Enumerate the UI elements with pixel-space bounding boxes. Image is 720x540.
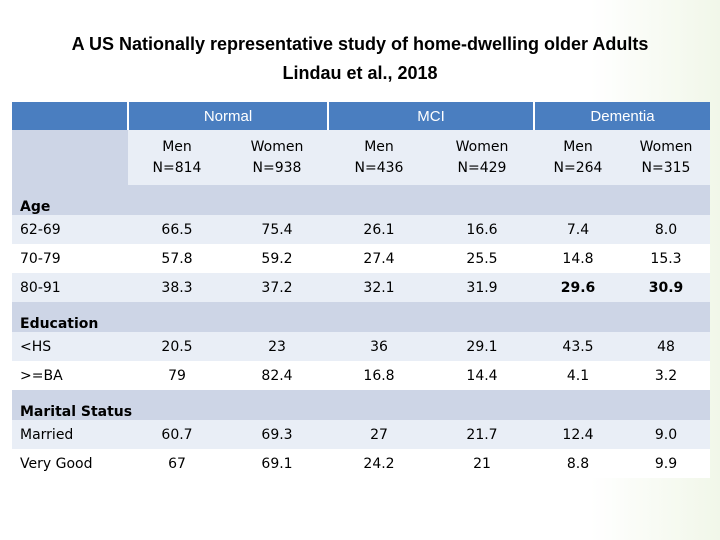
value-cell: 38.3 xyxy=(128,273,226,302)
slide-title: A US Nationally representative study of … xyxy=(0,30,720,88)
value-cell: 82.4 xyxy=(226,361,328,390)
subheader-cell: Men N=436 xyxy=(328,130,430,185)
value-cell: 57.8 xyxy=(128,244,226,273)
subheader-n: N=938 xyxy=(252,159,302,176)
value-cell: 7.4 xyxy=(534,215,622,244)
subheader-cell: Men N=814 xyxy=(128,130,226,185)
value-cell: 67 xyxy=(128,449,226,478)
value-cell: 14.8 xyxy=(534,244,622,273)
subheader-sex: Women xyxy=(455,138,509,155)
value-cell: 3.2 xyxy=(622,361,711,390)
row-label: >=BA xyxy=(12,361,128,390)
value-cell: 21.7 xyxy=(430,420,534,449)
subheader-sex: Men xyxy=(364,138,394,155)
value-cell: 32.1 xyxy=(328,273,430,302)
value-cell: 26.1 xyxy=(328,215,430,244)
row-label: 70-79 xyxy=(12,244,128,273)
table-body: Age 62-69 66.5 75.4 26.1 16.6 7.4 8.0 70-79 57.8 5… xyxy=(12,185,711,478)
table-row: 70-79 57.8 59.2 27.4 25.5 14.8 15.3 xyxy=(12,244,711,273)
subheader-cell: Women N=429 xyxy=(430,130,534,185)
value-cell: 69.3 xyxy=(226,420,328,449)
value-cell: 14.4 xyxy=(430,361,534,390)
value-cell: 16.6 xyxy=(430,215,534,244)
section-label: Age xyxy=(12,185,711,215)
table-row: <HS 20.5 23 36 29.1 43.5 48 xyxy=(12,332,711,361)
group-header-row: Normal MCI Dementia xyxy=(12,102,711,130)
value-cell: 36 xyxy=(328,332,430,361)
row-label: Very Good xyxy=(12,449,128,478)
value-cell: 12.4 xyxy=(534,420,622,449)
value-cell: 29.6 xyxy=(534,273,622,302)
value-cell: 24.2 xyxy=(328,449,430,478)
row-label: <HS xyxy=(12,332,128,361)
section-label: Education xyxy=(12,302,711,332)
value-cell: 16.8 xyxy=(328,361,430,390)
group-header-dementia: Dementia xyxy=(532,102,711,130)
value-cell: 25.5 xyxy=(430,244,534,273)
prevalence-table: Normal MCI Dementia Men N=814 Women N=938 … xyxy=(12,102,711,478)
value-cell: 60.7 xyxy=(128,420,226,449)
value-cell: 8.0 xyxy=(622,215,711,244)
subheader-n: N=315 xyxy=(641,159,691,176)
value-cell: 27.4 xyxy=(328,244,430,273)
value-cell: 43.5 xyxy=(534,332,622,361)
value-cell: 59.2 xyxy=(226,244,328,273)
subheader-sex: Men xyxy=(162,138,192,155)
title-line-1: A US Nationally representative study of … xyxy=(71,34,649,54)
value-cell: 29.1 xyxy=(430,332,534,361)
table-row: 80-91 38.3 37.2 32.1 31.9 29.6 30.9 xyxy=(12,273,711,302)
value-cell: 30.9 xyxy=(622,273,711,302)
value-cell: 9.9 xyxy=(622,449,711,478)
row-label: Married xyxy=(12,420,128,449)
value-cell: 9.0 xyxy=(622,420,711,449)
subheader-sex: Women xyxy=(639,138,693,155)
row-label: 62-69 xyxy=(12,215,128,244)
section-header-row: Age xyxy=(12,185,711,215)
table-row: >=BA 79 82.4 16.8 14.4 4.1 3.2 xyxy=(12,361,711,390)
value-cell: 15.3 xyxy=(622,244,711,273)
subheader-cell: Women N=315 xyxy=(622,130,711,185)
group-header-normal: Normal xyxy=(127,102,328,130)
subheader-cell: Women N=938 xyxy=(226,130,328,185)
table-row: 62-69 66.5 75.4 26.1 16.6 7.4 8.0 xyxy=(12,215,711,244)
row-label: 80-91 xyxy=(12,273,128,302)
section-label: Marital Status xyxy=(12,390,711,420)
subheader-row: Men N=814 Women N=938 Men N=436 Women N=429 … xyxy=(12,130,711,185)
corner-cell-sub xyxy=(12,130,128,185)
subheader-n: N=436 xyxy=(354,159,404,176)
value-cell: 69.1 xyxy=(226,449,328,478)
corner-cell xyxy=(12,102,128,130)
group-header-mci: MCI xyxy=(327,102,534,130)
section-header-row: Education xyxy=(12,302,711,332)
value-cell: 37.2 xyxy=(226,273,328,302)
value-cell: 79 xyxy=(128,361,226,390)
subheader-n: N=814 xyxy=(152,159,202,176)
value-cell: 4.1 xyxy=(534,361,622,390)
title-line-2: Lindau et al., 2018 xyxy=(282,63,438,83)
value-cell: 31.9 xyxy=(430,273,534,302)
value-cell: 8.8 xyxy=(534,449,622,478)
value-cell: 20.5 xyxy=(128,332,226,361)
value-cell: 66.5 xyxy=(128,215,226,244)
table-row: Very Good 67 69.1 24.2 21 8.8 9.9 xyxy=(12,449,711,478)
value-cell: 75.4 xyxy=(226,215,328,244)
value-cell: 21 xyxy=(430,449,534,478)
subheader-sex: Men xyxy=(563,138,593,155)
section-header-row: Marital Status xyxy=(12,390,711,420)
value-cell: 23 xyxy=(226,332,328,361)
subheader-n: N=264 xyxy=(553,159,603,176)
subheader-sex: Women xyxy=(250,138,304,155)
table-row: Married 60.7 69.3 27 21.7 12.4 9.0 xyxy=(12,420,711,449)
subheader-n: N=429 xyxy=(457,159,507,176)
subheader-cell: Men N=264 xyxy=(534,130,622,185)
value-cell: 48 xyxy=(622,332,711,361)
value-cell: 27 xyxy=(328,420,430,449)
